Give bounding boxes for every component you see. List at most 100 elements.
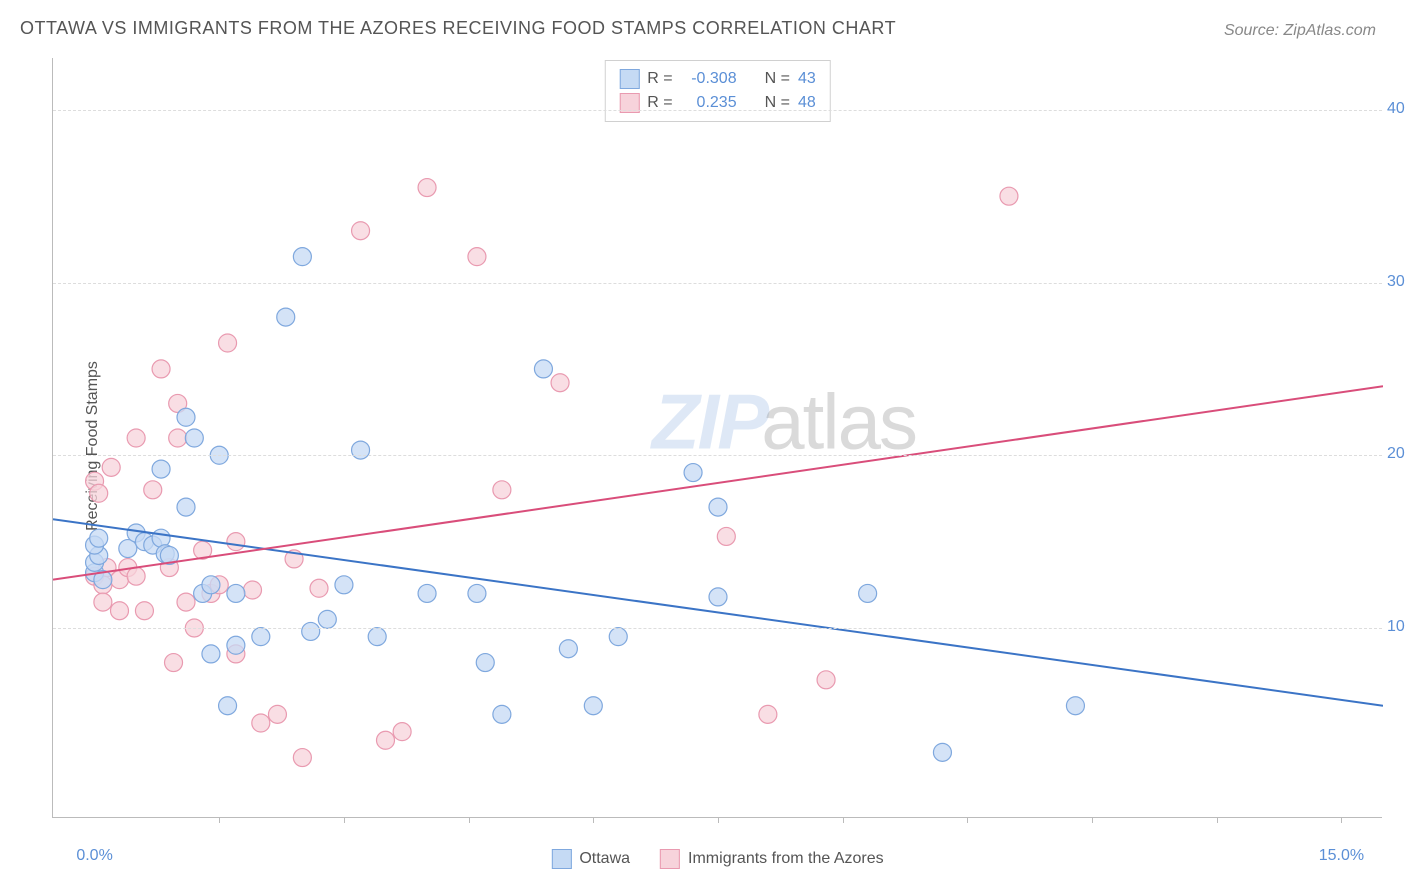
data-point — [377, 731, 395, 749]
data-point — [418, 584, 436, 602]
n-label: N = — [765, 70, 790, 88]
n-value-ottawa: 43 — [798, 70, 816, 88]
data-point — [177, 593, 195, 611]
gridline — [53, 628, 1382, 629]
data-point — [551, 374, 569, 392]
data-point — [227, 584, 245, 602]
data-point — [817, 671, 835, 689]
data-point — [90, 484, 108, 502]
data-point — [335, 576, 353, 594]
data-point — [252, 628, 270, 646]
data-point — [859, 584, 877, 602]
data-point — [185, 429, 203, 447]
gridline — [53, 283, 1382, 284]
trend-line — [53, 519, 1383, 706]
data-point — [244, 581, 262, 599]
plot-area: ZIP atlas R = -0.308 N = 43 R = 0.235 N … — [52, 58, 1382, 818]
x-tick — [718, 817, 719, 823]
legend-swatch-ottawa — [619, 69, 639, 89]
legend-row-azores: R = 0.235 N = 48 — [619, 91, 815, 115]
legend-row-ottawa: R = -0.308 N = 43 — [619, 67, 815, 91]
x-tick — [1341, 817, 1342, 823]
data-point — [268, 705, 286, 723]
legend-swatch-ottawa-bottom — [551, 849, 571, 869]
data-point — [277, 308, 295, 326]
series-name-ottawa: Ottawa — [579, 850, 630, 868]
r-label: R = — [647, 70, 672, 88]
data-point — [127, 429, 145, 447]
data-point — [759, 705, 777, 723]
data-point — [1066, 697, 1084, 715]
data-point — [1000, 187, 1018, 205]
y-tick-label: 30.0% — [1387, 273, 1406, 291]
x-tick-label: 0.0% — [76, 847, 112, 865]
data-point — [202, 576, 220, 594]
data-point — [584, 697, 602, 715]
series-name-azores: Immigrants from the Azores — [688, 850, 884, 868]
data-point — [127, 567, 145, 585]
series-legend: Ottawa Immigrants from the Azores — [551, 849, 883, 869]
data-point — [219, 697, 237, 715]
data-point — [717, 527, 735, 545]
series-legend-azores: Immigrants from the Azores — [660, 849, 884, 869]
data-point — [227, 533, 245, 551]
data-point — [418, 179, 436, 197]
scatter-svg — [53, 58, 1383, 818]
x-tick — [1092, 817, 1093, 823]
x-tick — [843, 817, 844, 823]
data-point — [102, 458, 120, 476]
x-tick — [967, 817, 968, 823]
y-tick-label: 10.0% — [1387, 618, 1406, 636]
data-point — [318, 610, 336, 628]
x-tick — [344, 817, 345, 823]
legend-swatch-azores-bottom — [660, 849, 680, 869]
x-tick — [1217, 817, 1218, 823]
data-point — [684, 464, 702, 482]
chart-container: OTTAWA VS IMMIGRANTS FROM THE AZORES REC… — [0, 0, 1406, 892]
data-point — [609, 628, 627, 646]
trend-line — [53, 386, 1383, 579]
data-point — [293, 749, 311, 767]
data-point — [302, 622, 320, 640]
r-value-ottawa: -0.308 — [681, 70, 737, 88]
data-point — [476, 654, 494, 672]
x-tick-label: 15.0% — [1319, 847, 1364, 865]
data-point — [293, 248, 311, 266]
data-point — [135, 602, 153, 620]
data-point — [227, 636, 245, 654]
data-point — [165, 654, 183, 672]
data-point — [534, 360, 552, 378]
data-point — [310, 579, 328, 597]
data-point — [202, 645, 220, 663]
x-tick — [469, 817, 470, 823]
correlation-legend: R = -0.308 N = 43 R = 0.235 N = 48 — [604, 60, 830, 122]
chart-title: OTTAWA VS IMMIGRANTS FROM THE AZORES REC… — [20, 18, 896, 39]
data-point — [468, 248, 486, 266]
data-point — [111, 602, 129, 620]
x-tick — [219, 817, 220, 823]
source-name: ZipAtlas.com — [1284, 22, 1376, 39]
data-point — [468, 584, 486, 602]
data-point — [144, 481, 162, 499]
data-point — [493, 481, 511, 499]
data-point — [393, 723, 411, 741]
source-prefix: Source: — [1224, 22, 1284, 39]
data-point — [368, 628, 386, 646]
data-point — [177, 498, 195, 516]
x-tick — [593, 817, 594, 823]
series-legend-ottawa: Ottawa — [551, 849, 630, 869]
data-point — [352, 441, 370, 459]
data-point — [152, 360, 170, 378]
data-point — [177, 408, 195, 426]
data-point — [352, 222, 370, 240]
gridline — [53, 455, 1382, 456]
data-point — [493, 705, 511, 723]
data-point — [169, 429, 187, 447]
data-point — [252, 714, 270, 732]
data-point — [90, 529, 108, 547]
y-tick-label: 20.0% — [1387, 445, 1406, 463]
data-point — [559, 640, 577, 658]
data-point — [94, 593, 112, 611]
data-point — [933, 743, 951, 761]
gridline — [53, 110, 1382, 111]
